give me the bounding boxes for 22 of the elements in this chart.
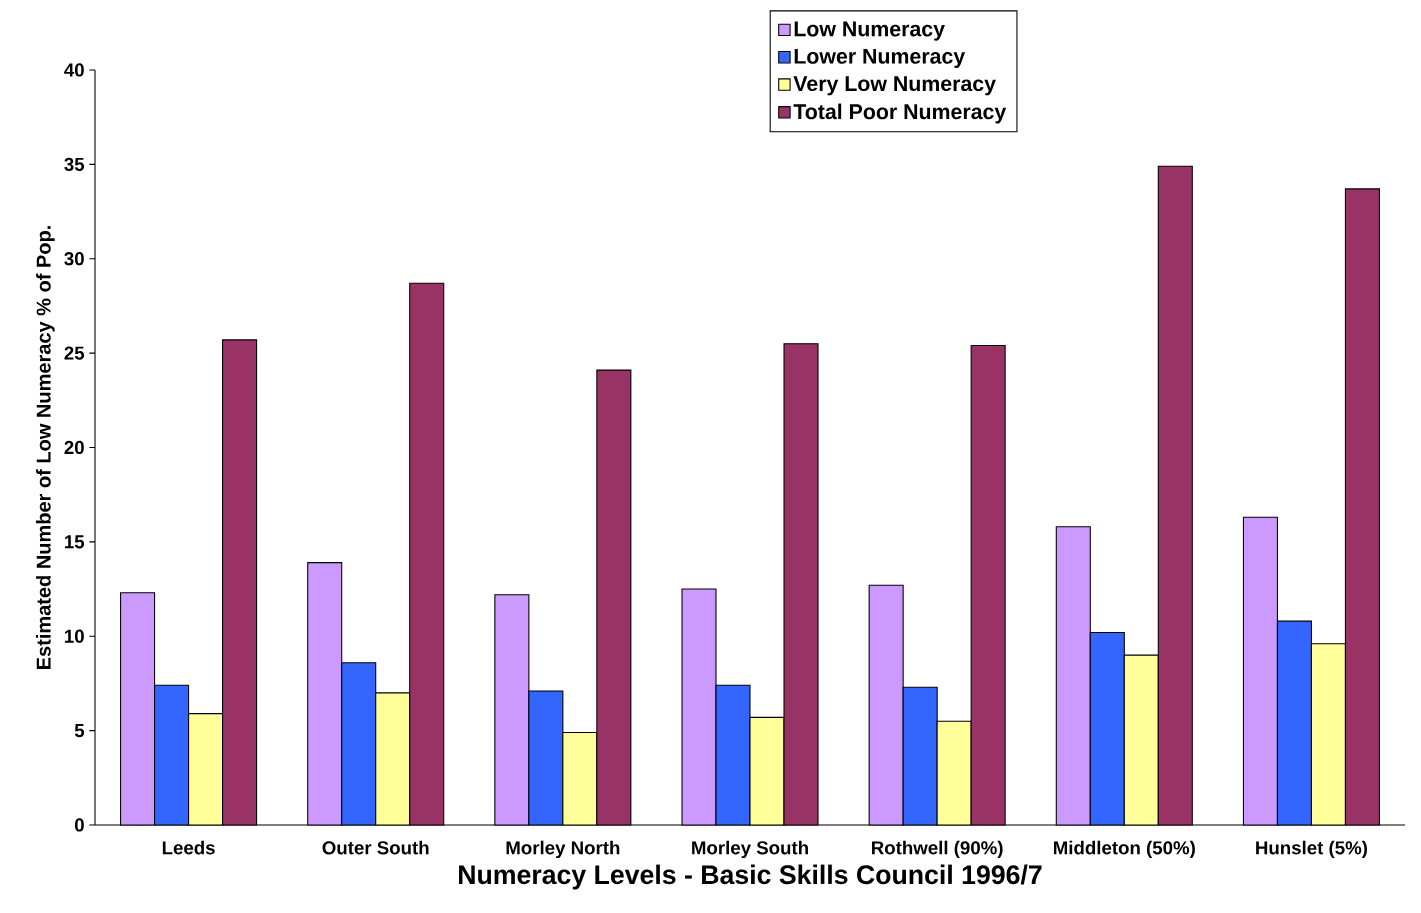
y-tick-label: 30 [64, 252, 84, 266]
y-tick-label: 25 [64, 346, 85, 360]
legend-label: Very Low Numeracy [793, 76, 996, 96]
y-tick-label: 40 [64, 63, 84, 77]
x-tick-label: Morley South [692, 840, 808, 859]
x-tick-label: Hunslet (5%) [1256, 840, 1367, 859]
y-tick-label: 5 [74, 724, 85, 738]
legend-label: Lower Numeracy [794, 48, 966, 68]
x-axis-title: Numeracy Levels - Basic Skills Council 1996/7 [459, 864, 1042, 890]
y-tick-label: 35 [64, 157, 85, 171]
x-tick-label: Morley North [506, 840, 620, 859]
y-axis-title: Estimated Number of Low Numeracy % of Pop. [36, 226, 55, 669]
x-tick-label: Outer South [322, 840, 429, 855]
x-tick-label: Leeds [162, 840, 215, 855]
x-tick-label: Rothwell (90%) [872, 840, 1003, 859]
x-tick-label: Middleton (50%) [1053, 840, 1195, 859]
y-tick-label: 10 [65, 629, 84, 643]
legend-label: Low Numeracy [794, 21, 945, 41]
y-tick-label: 20 [64, 440, 84, 455]
y-tick-label: 0 [74, 818, 84, 832]
y-tick-label: 15 [65, 535, 85, 549]
legend-label: Total Poor Numeracy [793, 103, 1007, 124]
